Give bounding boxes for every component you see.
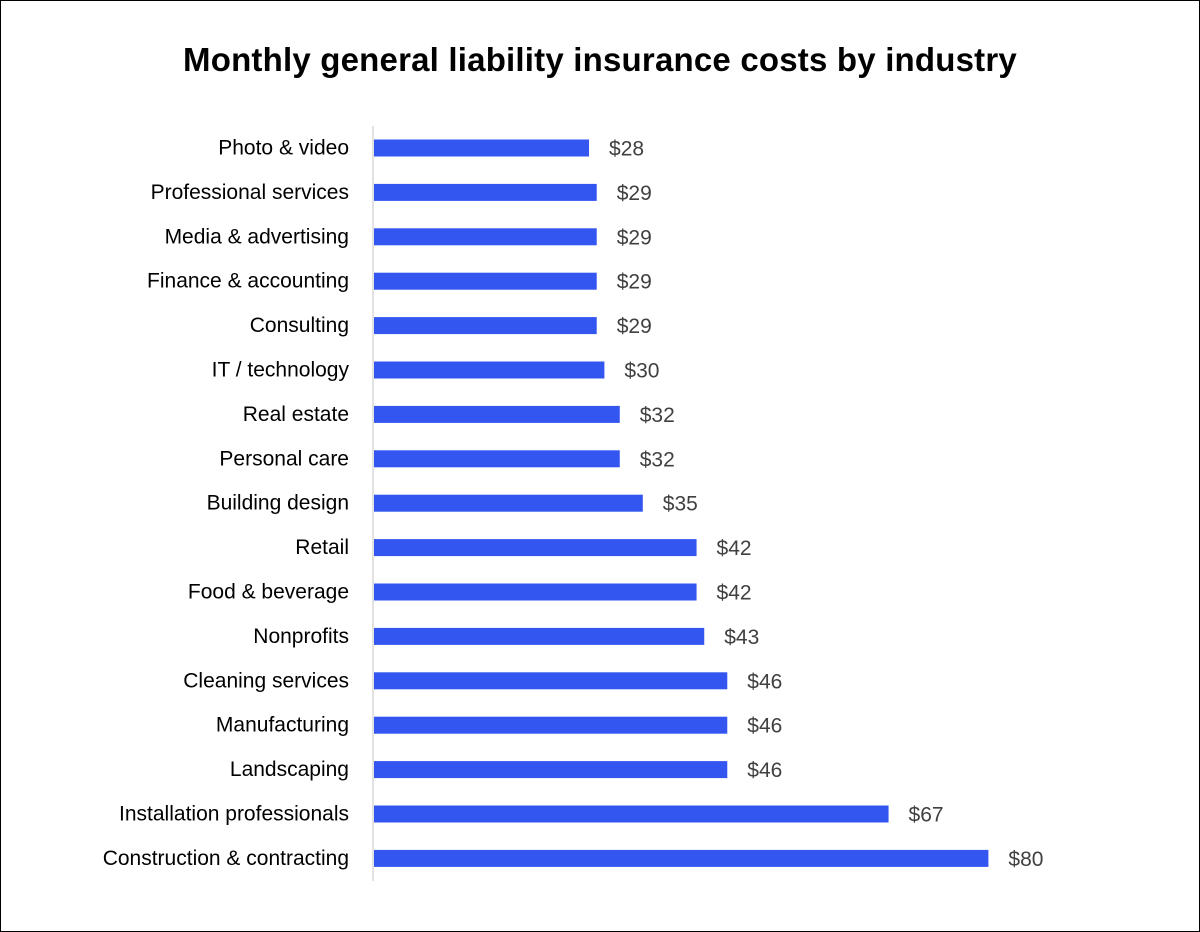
chart-title: Monthly general liability insurance cost… [183, 41, 1017, 78]
category-label: Consulting [250, 314, 349, 337]
value-label: $29 [617, 182, 652, 205]
value-label: $46 [747, 715, 782, 738]
category-label: Real estate [243, 403, 349, 426]
bar-row: Personal care $32 [219, 447, 674, 471]
bar-row: IT / technology $30 [212, 359, 660, 383]
bar-row: Real estate $32 [243, 403, 675, 427]
value-label: $29 [617, 226, 652, 249]
value-label: $35 [663, 493, 698, 516]
bar [374, 272, 597, 290]
bar-row: Installation professionals $67 [119, 803, 944, 827]
bar-row: Retail $42 [295, 536, 751, 560]
category-label: Building design [207, 492, 349, 515]
category-label: IT / technology [212, 359, 350, 382]
bar-row: Manufacturing $46 [216, 714, 782, 738]
bar-row: Consulting $29 [250, 314, 652, 338]
bar [374, 228, 597, 246]
value-label: $80 [1008, 848, 1043, 871]
bar-row: Building design $35 [207, 492, 698, 516]
value-label: $46 [747, 670, 782, 693]
bar [374, 317, 597, 335]
bar [374, 139, 590, 157]
value-label: $29 [617, 271, 652, 294]
bar-row: Photo & video $28 [218, 137, 644, 161]
category-label: Construction & contracting [103, 847, 349, 870]
value-label: $42 [717, 582, 752, 605]
value-label: $29 [617, 315, 652, 338]
bar [374, 494, 643, 512]
value-label: $32 [640, 448, 675, 471]
bar-row: Nonprofits $43 [253, 625, 759, 649]
value-label: $28 [609, 138, 644, 161]
value-label: $67 [909, 804, 944, 827]
category-label: Photo & video [218, 137, 349, 160]
value-label: $43 [724, 626, 759, 649]
value-label: $42 [717, 537, 752, 560]
category-label: Cleaning services [183, 669, 349, 692]
bar [374, 805, 889, 823]
bar-row: Cleaning services $46 [183, 669, 782, 693]
bar [374, 361, 605, 379]
bar-row: Landscaping $46 [230, 758, 782, 782]
bar [374, 627, 705, 645]
bar [374, 450, 620, 468]
bar [374, 405, 620, 423]
category-label: Food & beverage [188, 581, 349, 604]
bar-row: Finance & accounting $29 [147, 270, 652, 294]
bar [374, 849, 989, 867]
category-label: Retail [295, 536, 349, 559]
bar [374, 183, 597, 201]
bar-row: Construction & contracting $80 [103, 847, 1044, 871]
category-label: Personal care [219, 447, 349, 470]
category-label: Professional services [151, 181, 349, 204]
value-label: $32 [640, 404, 675, 427]
category-label: Landscaping [230, 758, 349, 781]
bar [374, 761, 728, 779]
bar [374, 583, 697, 601]
bar [374, 539, 697, 557]
category-label: Media & advertising [165, 225, 349, 248]
category-label: Installation professionals [119, 803, 349, 826]
bar [374, 716, 728, 734]
bar [374, 672, 728, 690]
bar-row: Media & advertising $29 [165, 225, 652, 249]
value-label: $46 [747, 759, 782, 782]
bar-row: Food & beverage $42 [188, 581, 752, 605]
bar-row: Professional services $29 [151, 181, 652, 205]
category-label: Finance & accounting [147, 270, 349, 293]
value-label: $30 [624, 360, 659, 383]
category-label: Nonprofits [253, 625, 349, 648]
category-label: Manufacturing [216, 714, 349, 737]
